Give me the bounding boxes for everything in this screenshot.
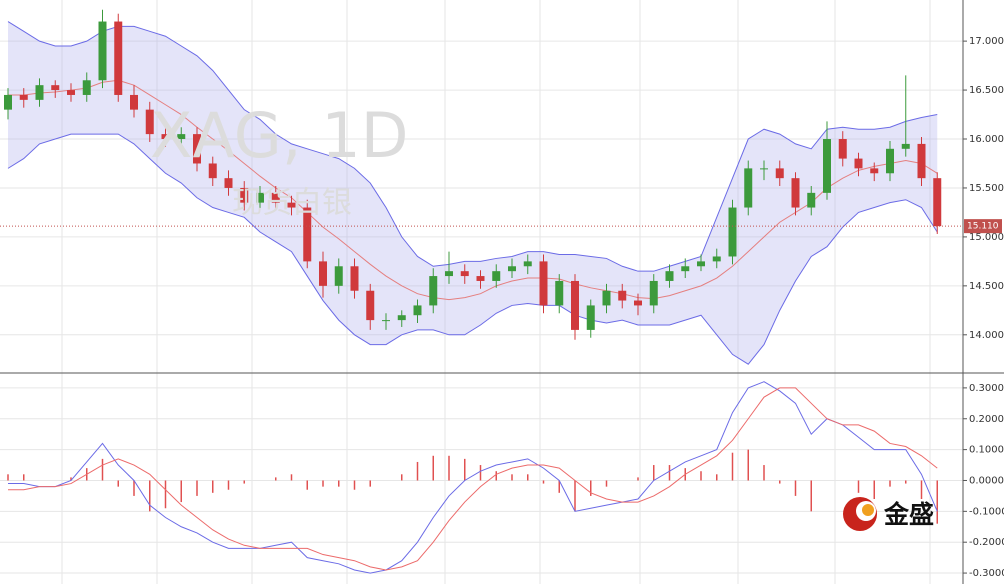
candle-body <box>886 148 894 174</box>
last-price-box <box>964 219 1002 234</box>
candle-body <box>19 94 28 100</box>
candle-body <box>145 109 154 135</box>
candle-body <box>208 163 217 179</box>
candle-body <box>429 276 438 306</box>
candle-body <box>4 94 12 110</box>
candle-body <box>665 271 674 281</box>
y-tick-label: 17.000 <box>969 36 1004 47</box>
candle-body <box>744 168 753 208</box>
candle-body <box>51 85 60 91</box>
macd-line <box>8 387 938 571</box>
candle-body <box>193 134 201 164</box>
candle-body <box>476 276 485 281</box>
y-tick-label: 14.000 <box>969 330 1004 341</box>
candle-body <box>870 168 879 174</box>
candle-body <box>350 266 359 291</box>
candle-body <box>130 94 138 110</box>
band-lower <box>7 133 938 365</box>
candle-body <box>791 178 800 208</box>
candle-body <box>67 90 75 95</box>
candle-body <box>917 143 926 179</box>
candle-body <box>114 21 123 95</box>
candle-body <box>901 143 910 149</box>
y-tick-label: 0.3000 <box>969 383 1004 394</box>
candle-body <box>555 280 564 306</box>
candle-body <box>775 168 784 179</box>
candle-body <box>161 134 170 140</box>
candle-body <box>397 315 406 321</box>
y-tick-label: 14.500 <box>969 281 1004 292</box>
candle-body <box>854 158 863 169</box>
candle-body <box>413 305 422 316</box>
y-tick-label: 0.2000 <box>969 414 1004 425</box>
y-tick-label: 15.500 <box>969 183 1004 194</box>
y-tick-label: 15.000 <box>969 232 1004 243</box>
logo: 金盛 <box>843 497 934 531</box>
macd-line <box>8 381 938 574</box>
candle-body <box>303 207 312 262</box>
plot-layer <box>0 9 967 574</box>
candle-body <box>838 139 847 159</box>
candle-body <box>681 266 690 272</box>
candle-body <box>82 80 91 95</box>
y-tick-label: 16.000 <box>969 134 1004 145</box>
y-tick-label: 16.500 <box>969 85 1004 96</box>
y-tick-label: -0.2000 <box>969 537 1004 548</box>
candle-body <box>760 168 768 170</box>
last-price-label: 15.110 <box>967 222 999 232</box>
band-area <box>8 21 938 365</box>
candle-body <box>571 280 579 330</box>
band-upper <box>7 21 938 272</box>
candle-body <box>697 261 705 267</box>
candle-body <box>807 192 816 208</box>
candle-body <box>256 192 264 203</box>
candle-body <box>712 256 721 262</box>
logo-text: 金盛 <box>883 500 934 529</box>
candle-body <box>98 21 107 81</box>
candle-body <box>224 178 233 188</box>
candle-body <box>586 305 595 330</box>
candle-body <box>823 139 831 193</box>
candle-body <box>271 192 280 203</box>
candle-body <box>319 261 327 286</box>
y-tick-label: -0.3000 <box>969 568 1004 579</box>
logo-icon <box>862 504 874 516</box>
candle-body <box>508 266 516 272</box>
candle-body <box>35 85 44 100</box>
candle-body <box>728 207 737 257</box>
candle-body <box>240 187 249 203</box>
candle-body <box>460 271 469 277</box>
candle-body <box>602 290 611 306</box>
candle-body <box>287 202 296 208</box>
band-middle <box>8 79 938 301</box>
candle-body <box>649 280 658 306</box>
candle-body <box>523 261 532 267</box>
candle-body <box>933 178 942 227</box>
candle-body <box>177 134 186 140</box>
candle-body <box>334 266 343 286</box>
y-tick-label: 0.1000 <box>969 445 1004 456</box>
candle-body <box>618 290 627 301</box>
candle-body <box>539 261 548 306</box>
watermark-name: 现货白银 <box>232 186 352 221</box>
candle-body <box>492 271 501 281</box>
candle-body <box>445 271 453 277</box>
candle-body <box>366 290 375 321</box>
y-tick-label: 0.0000 <box>969 475 1004 486</box>
candle-body <box>382 320 390 322</box>
y-tick-label: -0.1000 <box>969 506 1004 517</box>
candle-body <box>634 300 642 306</box>
watermark-symbol: XAG, 1D <box>150 99 408 172</box>
